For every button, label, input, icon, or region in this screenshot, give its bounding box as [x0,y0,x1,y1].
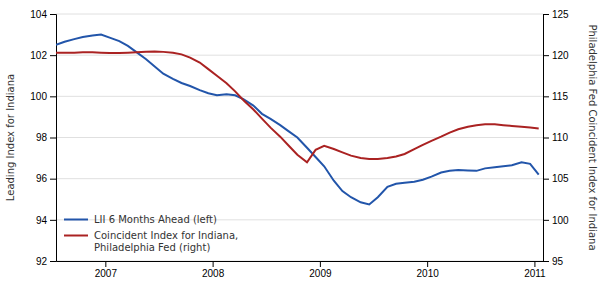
tick-mark [50,179,56,180]
tick-label: 100 [552,215,569,226]
tick: 105 [543,173,569,184]
tick-mark [50,220,56,221]
tick: 104 [30,9,56,20]
tick-mark [50,96,56,97]
tick: 94 [36,215,56,226]
tick-mark [543,138,549,139]
grid-line [56,14,543,15]
x-axis-line [57,261,544,262]
tick: 96 [36,173,56,184]
tick-mark [427,261,428,267]
tick-mark [543,96,549,97]
tick: 95 [543,256,564,267]
series-line [56,35,539,205]
tick: 125 [543,9,569,20]
legend-swatch [64,235,88,237]
tick-mark [50,138,56,139]
tick-label: 95 [552,256,564,267]
tick: 115 [543,91,568,102]
grid-line [56,178,543,179]
grid-line [56,55,543,56]
chart: 2007 2008 2009 2010 2011 92 94 96 98 100 102 104 95 1… [0,0,601,287]
tick-label: 102 [30,50,47,61]
tick-label: 115 [552,91,568,102]
tick-mark [50,261,56,262]
tick: 110 [543,132,568,143]
tick: 92 [36,256,56,267]
tick-label: 2010 [417,268,440,279]
tick-label: 2009 [309,268,332,279]
tick-mark [320,261,321,267]
tick-mark [50,55,56,56]
y-axis: 92 94 96 98 100 102 104 [30,9,56,267]
tick: 100 [543,215,569,226]
y2-axis-line [544,15,550,262]
tick-label: 2007 [95,268,118,279]
tick-label: 100 [30,91,47,102]
tick: 2008 [202,261,225,279]
tick: 102 [30,50,56,61]
tick-label: 120 [552,50,569,61]
tick-mark [213,261,214,267]
grid [56,14,543,261]
tick-mark [543,179,549,180]
tick-mark [543,55,549,56]
grid-line [56,261,543,262]
series-line [56,51,539,162]
legend-label: Coincident Index for Indiana,Philadelphi… [94,230,238,253]
tick: 120 [543,50,569,61]
tick: 2010 [417,261,440,279]
tick-label: 105 [552,173,569,184]
tick: 100 [30,91,56,102]
legend-label: LII 6 Months Ahead (left) [94,214,217,225]
plot: 2007 2008 2009 2010 2011 92 94 96 98 100 102 104 95 1… [30,9,569,279]
tick-label: 2008 [202,268,225,279]
legend: LII 6 Months Ahead (left) Coincident Inde… [64,214,238,253]
tick-mark [543,261,549,262]
y2-axis-title: Philadelphia Fed Coincident Index for In… [587,24,598,250]
tick-label: 92 [36,256,48,267]
tick-label: 2011 [524,268,546,279]
tick: 2007 [95,261,118,279]
tick-mark [105,261,106,267]
legend-swatch [64,219,88,221]
tick: 98 [36,132,56,143]
tick-mark [543,14,549,15]
lines [56,35,539,205]
tick-label: 104 [30,9,47,20]
tick-label: 110 [552,132,568,143]
tick-mark [50,14,56,15]
y-axis-title: Leading Index for Indiana [5,74,16,201]
y-axis-line [50,15,57,262]
tick-label: 98 [36,132,48,143]
legend-entry: LII 6 Months Ahead (left) [64,214,217,225]
grid-line [56,96,543,97]
grid-line [56,137,543,138]
tick-label: 94 [36,215,48,226]
tick-label: 125 [552,9,569,20]
tick: 2011 [524,261,546,279]
tick-mark [543,220,549,221]
tick: 2009 [309,261,332,279]
legend-entry: Coincident Index for Indiana,Philadelphi… [64,230,238,253]
y2-axis: 95 100 105 110 115 120 125 [543,9,569,267]
tick-mark [534,261,535,267]
x-axis: 2007 2008 2009 2010 2011 [57,261,547,279]
tick-label: 96 [36,173,48,184]
